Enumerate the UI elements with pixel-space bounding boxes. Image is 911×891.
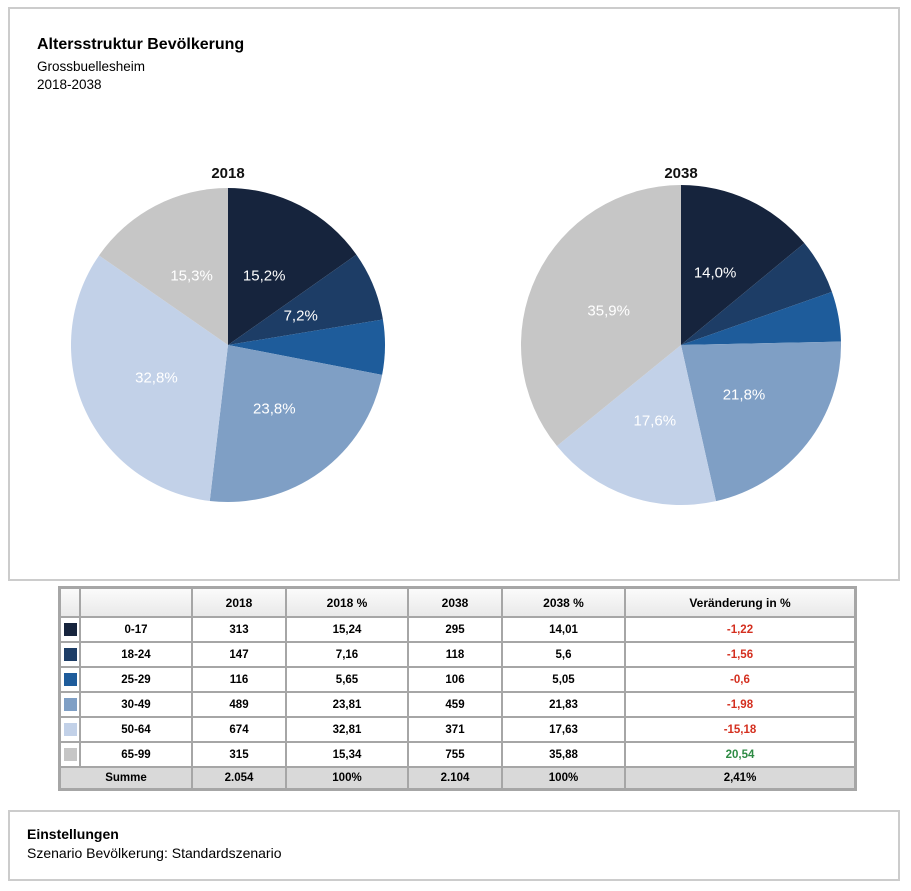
pct-2018: 32,81 [287, 718, 407, 741]
pie-title-2038: 2038 [664, 165, 698, 182]
color-swatch [63, 648, 77, 661]
change-pct: -1,56 [626, 643, 854, 666]
pie-slice-50-64[interactable] [556, 345, 716, 505]
header-2018: 2018 [193, 589, 285, 616]
summary-2038-pct: 100% [503, 768, 624, 788]
color-swatch [63, 623, 77, 636]
value-2018: 116 [193, 668, 285, 691]
change-pct: -1,98 [626, 693, 854, 716]
pie-chart-2038: 14,0%21,8%17,6%35,9% [520, 185, 841, 505]
header-swatch [61, 589, 79, 616]
color-swatch-cell [61, 693, 79, 716]
change-pct: 20,54 [626, 743, 854, 766]
summary-row: Summe 2.054 100% 2.104 100% 2,41% [61, 768, 854, 788]
header-2038-pct: 2038 % [503, 589, 624, 616]
settings-panel [8, 810, 900, 881]
report-header: Altersstruktur Bevölkerung Grossbuellesh… [37, 36, 244, 94]
pie-slice-0-17[interactable] [228, 188, 357, 345]
settings-scenario: Szenario Bevölkerung: Standardszenario [27, 845, 282, 861]
pct-2018: 23,81 [287, 693, 407, 716]
change-pct: -15,18 [626, 718, 854, 741]
pie-slice-65-99[interactable] [99, 188, 228, 345]
age-structure-table: 2018 2018 % 2038 2038 % Veränderung in %… [58, 586, 857, 791]
settings-block: Einstellungen Szenario Bevölkerung: Stan… [27, 825, 282, 863]
pie-chart-2018: 15,2%7,2%23,8%32,8%15,3% [70, 188, 386, 503]
header-2038: 2038 [409, 589, 501, 616]
page-title: Altersstruktur Bevölkerung [37, 36, 245, 53]
pct-2038: 21,83 [503, 693, 624, 716]
pct-2018: 5,65 [287, 668, 407, 691]
color-swatch [63, 673, 77, 686]
pie-slice-0-17[interactable] [681, 185, 805, 345]
color-swatch-cell [61, 618, 79, 641]
table-row: 30-49 489 23,81 459 21,83 -1,98 [61, 693, 854, 716]
value-2038: 459 [409, 693, 501, 716]
value-2018: 674 [193, 718, 285, 741]
table-row: 65-99 315 15,34 755 35,88 20,54 [61, 743, 854, 766]
summary-2018: 2.054 [193, 768, 285, 788]
value-2018: 315 [193, 743, 285, 766]
color-swatch-cell [61, 743, 79, 766]
pie-slice-25-29[interactable] [228, 319, 386, 375]
age-group-label: 50-64 [81, 718, 191, 741]
color-swatch [63, 723, 77, 736]
pie-slice-18-24[interactable] [681, 243, 832, 345]
header-2018-pct: 2018 % [287, 589, 407, 616]
pie-slice-65-99[interactable] [520, 185, 681, 447]
summary-change-pct: 2,41% [626, 768, 854, 788]
value-2018: 489 [193, 693, 285, 716]
pie-slice-30-49[interactable] [209, 345, 383, 503]
table-row: 18-24 147 7,16 118 5,6 -1,56 [61, 643, 854, 666]
color-swatch-cell [61, 718, 79, 741]
pie-title-2018: 2018 [211, 165, 245, 182]
table-row: 25-29 116 5,65 106 5,05 -0,6 [61, 668, 854, 691]
color-swatch [63, 698, 77, 711]
change-pct: -1,22 [626, 618, 854, 641]
summary-2018-pct: 100% [287, 768, 407, 788]
age-group-label: 65-99 [81, 743, 191, 766]
pct-2038: 17,63 [503, 718, 624, 741]
pct-2018: 7,16 [287, 643, 407, 666]
value-2018: 147 [193, 643, 285, 666]
color-swatch-cell [61, 668, 79, 691]
pie-slice-25-29[interactable] [681, 291, 841, 345]
color-swatch [63, 748, 77, 761]
subtitle-location: Grossbuellesheim [37, 59, 146, 74]
summary-label: Summe [61, 768, 191, 788]
header-age-group [81, 589, 191, 616]
age-group-label: 18-24 [81, 643, 191, 666]
value-2038: 371 [409, 718, 501, 741]
table-row: 0-17 313 15,24 295 14,01 -1,22 [61, 618, 854, 641]
pct-2038: 14,01 [503, 618, 624, 641]
pct-2018: 15,34 [287, 743, 407, 766]
pct-2038: 5,05 [503, 668, 624, 691]
pct-2038: 5,6 [503, 643, 624, 666]
pie-slice-50-64[interactable] [70, 255, 228, 501]
table-header-row: 2018 2018 % 2038 2038 % Veränderung in % [61, 589, 854, 616]
age-group-label: 30-49 [81, 693, 191, 716]
subtitle-period: 2018-2038 [37, 77, 102, 92]
change-pct: -0,6 [626, 668, 854, 691]
header-change-pct: Veränderung in % [626, 589, 854, 616]
table-row: 50-64 674 32,81 371 17,63 -15,18 [61, 718, 854, 741]
pct-2038: 35,88 [503, 743, 624, 766]
value-2018: 313 [193, 618, 285, 641]
value-2038: 755 [409, 743, 501, 766]
settings-heading: Einstellungen [27, 826, 119, 842]
summary-2038: 2.104 [409, 768, 501, 788]
value-2038: 295 [409, 618, 501, 641]
pie-slice-18-24[interactable] [228, 254, 383, 345]
pie-slice-30-49[interactable] [681, 341, 841, 502]
pct-2018: 15,24 [287, 618, 407, 641]
age-group-label: 0-17 [81, 618, 191, 641]
value-2038: 106 [409, 668, 501, 691]
age-group-label: 25-29 [81, 668, 191, 691]
color-swatch-cell [61, 643, 79, 666]
value-2038: 118 [409, 643, 501, 666]
